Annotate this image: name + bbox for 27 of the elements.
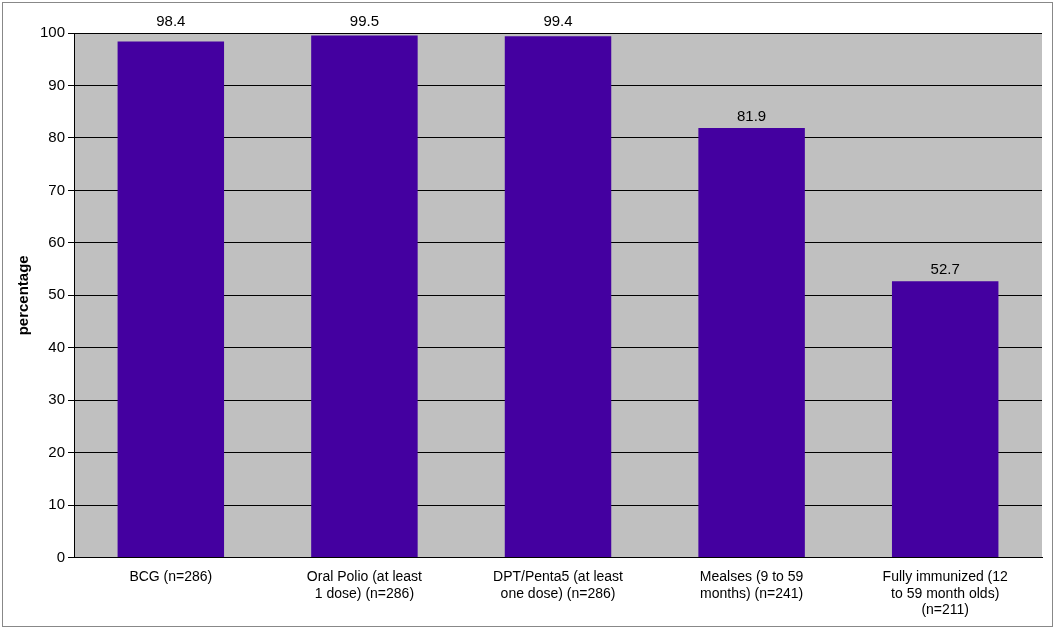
y-axis-title: percentage (14, 255, 32, 336)
y-tick-label: 50 (48, 285, 66, 303)
x-tick-label: Oral Polio (at least 1 dose) (n=286) (306, 567, 423, 601)
data-label: 99.5 (349, 11, 380, 29)
data-label: 98.4 (156, 11, 186, 29)
y-tick-label: 70 (48, 180, 66, 198)
y-tick-label: 20 (48, 442, 66, 460)
y-tick-label: 40 (48, 337, 66, 355)
data-label: 99.4 (543, 11, 573, 29)
y-tick-label: 0 (56, 547, 66, 565)
x-tick-label: Mealses (9 to 59 months) (n=241) (699, 567, 804, 601)
y-tick-label: 100 (40, 23, 66, 41)
data-label: 81.9 (737, 106, 767, 124)
y-tick-label: 30 (48, 390, 66, 408)
bar (891, 281, 999, 558)
x-tick-label: BCG (n=286) (129, 567, 213, 584)
x-tick-label: DPT/Penta5 (at least one dose) (n=286) (493, 567, 624, 601)
bar (117, 41, 225, 558)
x-tick-label: Fully immunized (12 to 59 month olds) (n=211) (882, 567, 1009, 618)
bar (698, 127, 805, 558)
y-tick-label: 60 (48, 232, 66, 250)
bar (504, 36, 612, 558)
y-tick-label: 10 (48, 495, 66, 513)
bar (311, 35, 418, 558)
data-label: 52.7 (930, 259, 960, 277)
y-tick-label: 90 (48, 75, 66, 93)
y-tick-label: 80 (48, 128, 66, 146)
